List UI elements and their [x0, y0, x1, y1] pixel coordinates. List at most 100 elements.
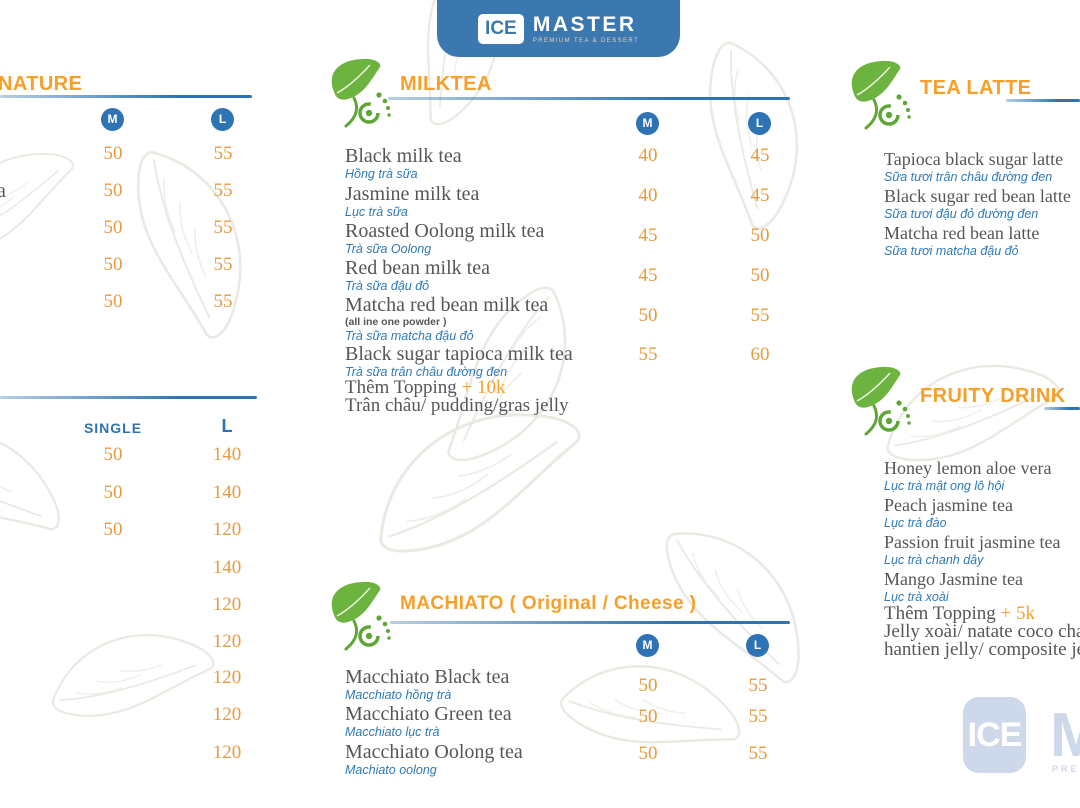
price-m: 50	[103, 143, 123, 164]
price-l: 55	[213, 254, 233, 275]
brand-ice-badge: ICE	[477, 13, 524, 44]
left-bottom-rule	[0, 396, 257, 399]
topping-label: Thêm Topping	[345, 377, 462, 398]
item-name: Red bean milk tea	[345, 257, 490, 279]
item-subtitle: Sữa tươi đậu đỏ đường đen	[884, 207, 1039, 221]
brand-master: MASTER	[532, 12, 637, 36]
size-m-badge: M	[636, 634, 659, 657]
tea-latte-title: TEA LATTE	[920, 77, 1032, 99]
price-l: 55	[213, 217, 233, 238]
price-m: 50	[103, 291, 123, 312]
price-m: 50	[638, 706, 658, 727]
leaf-logo-icon	[329, 581, 393, 651]
price-l: 60	[750, 344, 770, 365]
item-subtitle: Lục trà xoài	[884, 590, 949, 604]
price-l: 120	[212, 667, 242, 688]
price-l: 120	[212, 704, 242, 725]
item-name: Roasted Oolong milk tea	[345, 220, 545, 242]
menu-item: Jasmine milk tea Lục trà sữa	[345, 183, 479, 219]
item-name: Macchiato Oolong tea	[345, 741, 523, 763]
price-m: 50	[103, 180, 123, 201]
item-subtitle: Macchiato lục trà	[345, 725, 440, 739]
price-single: 50	[103, 444, 123, 465]
item-name: Macchiato Green tea	[345, 703, 512, 725]
price-m: 40	[638, 145, 658, 166]
topping-label: Thêm Topping	[884, 603, 1001, 624]
price-m: 50	[638, 743, 658, 764]
menu-item: Black sugar tapioca milk tea Trà sữa trâ…	[345, 343, 573, 379]
cut-item-fragment: a	[0, 180, 6, 202]
price-l: 55	[748, 743, 768, 764]
item-name: Tapioca black sugar latte	[884, 149, 1064, 169]
item-subtitle: Lục trà chanh dây	[884, 553, 984, 567]
item-name: Passion fruit jasmine tea	[884, 532, 1061, 552]
milktea-topping: Thêm Topping + 10k Trân châu/ pudding/gr…	[345, 377, 569, 416]
price-l: 120	[212, 519, 242, 540]
price-l: 55	[748, 675, 768, 696]
price-l: 50	[750, 265, 770, 286]
machiato-rule	[390, 621, 790, 624]
price-m: 45	[638, 265, 658, 286]
watermark-tagline-fragment: PRE	[1052, 764, 1080, 774]
price-m: 55	[638, 344, 658, 365]
leaf-logo-icon	[849, 366, 913, 436]
leaf-logo-icon	[329, 58, 393, 128]
item-name: Black milk tea	[345, 145, 462, 167]
item-subtitle: Hồng trà sữa	[345, 167, 418, 181]
price-m: 50	[103, 217, 123, 238]
item-name: Matcha red bean milk tea	[345, 294, 549, 316]
price-l: 50	[750, 225, 770, 246]
col-l-header: L	[221, 416, 233, 436]
menu-item: Matcha red bean latte Sữa tươi matcha đậ…	[884, 222, 1039, 258]
price-l: 45	[750, 145, 770, 166]
menu-item: Macchiato Black tea Macchiato hồng trà	[345, 666, 509, 702]
price-l: 55	[748, 706, 768, 727]
item-name: Mango Jasmine tea	[884, 569, 1023, 589]
price-l: 55	[213, 180, 233, 201]
price-l: 45	[750, 185, 770, 206]
price-l: 140	[212, 557, 242, 578]
item-subtitle: Trà sữa matcha đậu đỏ	[345, 329, 474, 343]
size-l-badge: L	[748, 112, 771, 135]
item-subtitle: Macchiato hồng trà	[345, 688, 452, 702]
item-name: Black sugar tapioca milk tea	[345, 343, 573, 365]
fruity-title: FRUITY DRINK	[920, 385, 1066, 407]
item-subtitle: Trà sữa trân châu đường đen	[345, 365, 508, 379]
topping-desc: Trân châu/ pudding/gras jelly	[345, 395, 569, 416]
left-section-title: NATURE	[0, 73, 83, 95]
price-m: 40	[638, 185, 658, 206]
size-l-badge: L	[211, 108, 234, 131]
menu-item: Honey lemon aloe vera Lục trà mật ong lô…	[884, 457, 1051, 493]
price-m: 50	[638, 305, 658, 326]
menu-item: Matcha red bean milk tea (all ine one po…	[345, 294, 548, 343]
item-subtitle: Sữa tươi matcha đậu đỏ	[884, 244, 1019, 258]
brand-text: MASTER PREMIUM TEA & DESSERT	[532, 12, 640, 44]
menu-item: Peach jasmine tea Lục trà đào	[884, 494, 1013, 530]
left-section-rule	[0, 95, 252, 98]
menu-item: Macchiato Green tea Macchiato lục trà	[345, 703, 512, 739]
price-l: 120	[212, 742, 242, 763]
price-l: 55	[213, 143, 233, 164]
tea-latte-rule	[1006, 99, 1080, 102]
price-l: 55	[213, 291, 233, 312]
price-l: 140	[212, 444, 242, 465]
topping-price: + 5k	[1000, 603, 1036, 624]
machiato-title: MACHIATO ( Original / Cheese )	[400, 593, 697, 614]
item-note: (all ine one powder )	[345, 316, 447, 328]
menu-item: Tapioca black sugar latte Sữa tươi trân …	[884, 148, 1063, 184]
watermark-ice-badge: ICE	[963, 697, 1026, 773]
item-name: Black sugar red bean latte	[884, 186, 1071, 206]
menu-item: Macchiato Oolong tea Machiato oolong	[345, 741, 523, 777]
brand-tagline: PREMIUM TEA & DESSERT	[532, 37, 640, 44]
topping-desc: Jelly xoài/ natate coco chan	[884, 621, 1080, 642]
price-m: 50	[638, 675, 658, 696]
topping-price: + 10k	[461, 377, 506, 398]
menu-item: Roasted Oolong milk tea Trà sữa Oolong	[345, 220, 544, 256]
fruity-topping: Thêm Topping + 5k Jelly xoài/ natate coc…	[884, 603, 1080, 659]
watermark-master-fragment: M	[1050, 701, 1080, 770]
item-name: Macchiato Black tea	[345, 666, 510, 688]
fruity-rule	[1044, 407, 1080, 410]
menu-item: Black sugar red bean latte Sữa tươi đậu …	[884, 185, 1071, 221]
milktea-title: MILKTEA	[400, 73, 492, 95]
item-name: Jasmine milk tea	[345, 183, 480, 205]
